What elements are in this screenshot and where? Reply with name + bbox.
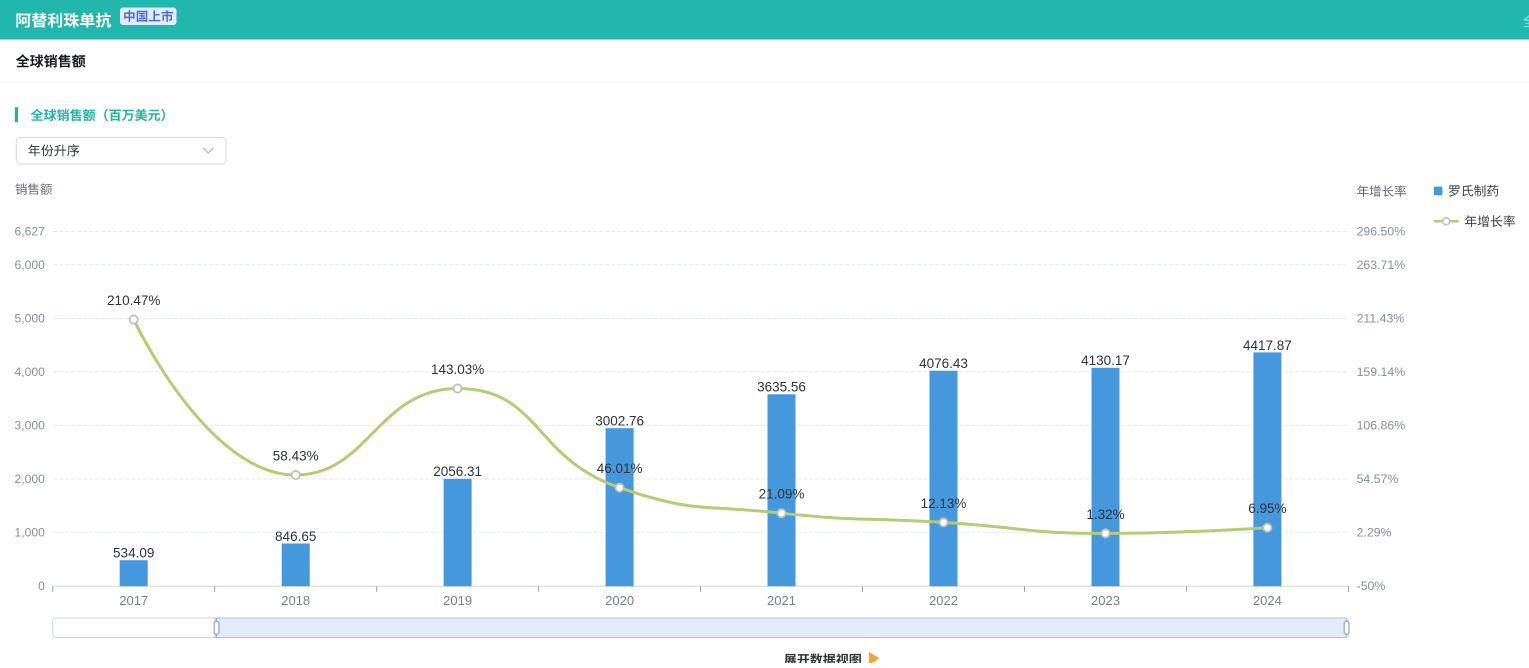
svg-text:534.09: 534.09	[113, 546, 154, 561]
svg-text:21.09%: 21.09%	[759, 487, 805, 502]
svg-text:5,000: 5,000	[15, 312, 46, 326]
svg-text:4417.87: 4417.87	[1243, 338, 1292, 353]
svg-text:2022: 2022	[929, 593, 958, 608]
svg-text:0: 0	[38, 579, 45, 593]
svg-text:2020: 2020	[605, 593, 634, 608]
svg-text:6.95%: 6.95%	[1248, 501, 1286, 516]
svg-text:1.32%: 1.32%	[1086, 507, 1124, 522]
svg-text:210.47%: 210.47%	[107, 293, 160, 308]
svg-text:2018: 2018	[281, 593, 310, 608]
svg-text:2023: 2023	[1091, 593, 1120, 608]
svg-text:2019: 2019	[443, 593, 472, 608]
svg-text:12.13%: 12.13%	[921, 496, 967, 511]
svg-text:143.03%: 143.03%	[431, 362, 484, 377]
svg-text:263.71%: 263.71%	[1357, 258, 1406, 272]
svg-text:46.01%: 46.01%	[597, 461, 643, 476]
svg-text:2,000: 2,000	[15, 472, 46, 486]
svg-text:4130.17: 4130.17	[1081, 353, 1130, 368]
svg-text:159.14%: 159.14%	[1357, 365, 1406, 379]
svg-text:211.43%: 211.43%	[1357, 312, 1405, 326]
svg-text:3,000: 3,000	[15, 418, 46, 432]
svg-text:3635.56: 3635.56	[757, 380, 806, 395]
svg-text:58.43%: 58.43%	[273, 449, 319, 464]
svg-text:2017: 2017	[119, 593, 148, 608]
svg-text:6,627: 6,627	[15, 225, 46, 239]
svg-text:2024: 2024	[1253, 593, 1282, 608]
svg-text:54.57%: 54.57%	[1357, 472, 1399, 486]
svg-text:3002.76: 3002.76	[595, 414, 644, 429]
svg-text:296.50%: 296.50%	[1357, 225, 1406, 239]
svg-text:2056.31: 2056.31	[433, 464, 482, 479]
svg-text:1,000: 1,000	[15, 525, 46, 539]
svg-text:4,000: 4,000	[15, 365, 46, 379]
svg-text:2.29%: 2.29%	[1357, 525, 1392, 539]
svg-text:106.86%: 106.86%	[1357, 418, 1406, 432]
svg-text:4076.43: 4076.43	[919, 356, 968, 371]
svg-text:846.65: 846.65	[275, 529, 316, 544]
svg-text:6,000: 6,000	[15, 258, 46, 272]
svg-text:2021: 2021	[767, 593, 796, 608]
svg-text:-50%: -50%	[1357, 579, 1386, 593]
